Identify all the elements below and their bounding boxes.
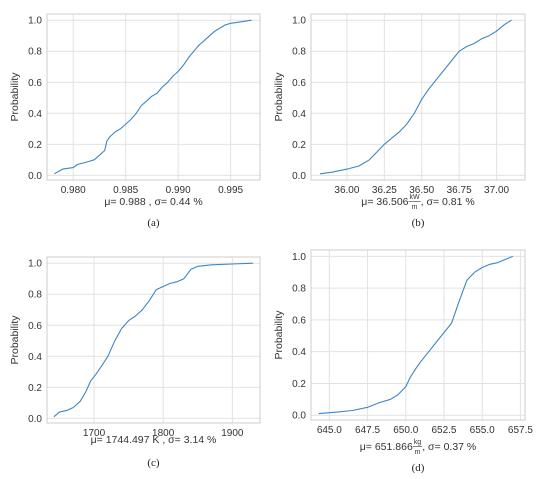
plot-frame <box>46 256 261 424</box>
stat-text-post: , σ= 0.81 % <box>421 196 475 208</box>
cdf-series-line <box>53 262 254 418</box>
y-tick-label: 0.2 <box>292 379 306 390</box>
unit-denominator: m <box>412 204 418 211</box>
chart-panel: 0.0 0.2 0.4 0.6 0.8 1.0 645.0 647.5 650.0 652.5 65… <box>273 249 533 474</box>
x-tick-label: 0.995 <box>218 185 243 196</box>
stat-label: μ= 36.506 kW m , σ= 0.81 % <box>361 194 474 211</box>
y-tick-label: 0.2 <box>292 140 306 151</box>
stat-label: μ= 651.866 kg m , σ= 0.37 % <box>360 439 477 456</box>
y-tick-label: 1.0 <box>28 16 42 27</box>
y-tick-label: 1.0 <box>292 16 306 27</box>
chart-panel: 0.0 0.2 0.4 0.6 0.8 1.0 36.00 36.25 36.50 36.75 37… <box>273 13 526 229</box>
y-tick-label: 0.4 <box>28 109 42 120</box>
x-tick-label: 0.985 <box>113 185 138 196</box>
panel-label: (b) <box>412 217 425 229</box>
unit-numerator: kW <box>410 194 421 201</box>
y-tick-label: 0.6 <box>292 78 306 89</box>
y-tick-label: 0.2 <box>28 140 42 151</box>
y-axis-label: Probability <box>9 72 21 122</box>
x-tick-label: 652.5 <box>431 425 456 436</box>
stat-text-pre: μ= 651.866 <box>360 441 413 453</box>
stat-text: μ= 0.988 , σ= 0.44 % <box>104 196 202 208</box>
y-tick-label: 0.8 <box>28 290 42 301</box>
y-tick-label: 0.8 <box>292 284 306 295</box>
y-axis-label: Probability <box>9 315 21 365</box>
x-tick-label: 36.75 <box>447 185 472 196</box>
unit-denominator: m <box>415 449 421 456</box>
x-tick-label: 36.25 <box>372 185 397 196</box>
y-tick-label: 0.8 <box>292 47 306 58</box>
panel-label: (a) <box>147 217 160 229</box>
plot-frame <box>46 13 261 181</box>
x-tick-label: 1800 <box>152 428 175 439</box>
y-tick-label: 0.8 <box>28 47 42 58</box>
plot-frame <box>310 249 526 421</box>
unit-numerator: kg <box>414 439 422 446</box>
stat-label: μ= 0.988 , σ= 0.44 % <box>104 196 202 208</box>
x-tick-label: 36.50 <box>409 185 434 196</box>
x-tick-label: 657.5 <box>508 425 533 436</box>
cdf-series-line <box>319 19 512 175</box>
x-tick-label: 645.0 <box>317 425 342 436</box>
x-tick-label: 0.990 <box>166 185 191 196</box>
stat-text-pre: μ= 36.506 <box>361 196 408 208</box>
x-tick-label: 650.0 <box>393 425 418 436</box>
chart-panel: 0.0 0.2 0.4 0.6 0.8 1.0 1700 1800 1900 Probabilit… <box>9 256 261 469</box>
y-axis-label: Probability <box>273 72 285 122</box>
cdf-series-line <box>318 255 514 415</box>
panel-label: (c) <box>147 457 160 469</box>
y-tick-label: 0.2 <box>28 383 42 394</box>
x-tick-label: 0.980 <box>61 185 86 196</box>
panel-label: (d) <box>412 462 425 474</box>
y-tick-label: 0.0 <box>28 171 42 182</box>
stat-text-post: , σ= 0.37 % <box>422 441 476 453</box>
x-tick-label: 655.0 <box>470 425 495 436</box>
y-axis-label: Probability <box>273 310 285 360</box>
y-tick-label: 0.4 <box>292 347 306 358</box>
y-tick-label: 0.0 <box>28 414 42 425</box>
y-tick-label: 0.4 <box>292 109 306 120</box>
y-tick-label: 0.6 <box>28 78 42 89</box>
chart-panel: 0.0 0.2 0.4 0.6 0.8 1.0 0.980 0.985 0.990 0.995 Pr… <box>9 13 261 229</box>
x-tick-label: 37.00 <box>484 185 509 196</box>
x-tick-label: 647.5 <box>355 425 380 436</box>
y-tick-label: 0.0 <box>292 171 306 182</box>
y-tick-label: 0.6 <box>292 315 306 326</box>
stat-text: μ= 1744.497 K , σ= 3.14 % <box>91 434 217 446</box>
y-tick-label: 0.6 <box>28 321 42 332</box>
y-tick-label: 0.0 <box>292 411 306 422</box>
x-tick-label: 36.00 <box>334 185 359 196</box>
y-tick-label: 0.4 <box>28 352 42 363</box>
stat-label: μ= 1744.497 K , σ= 3.14 % <box>91 434 217 446</box>
x-tick-label: 1700 <box>83 428 106 439</box>
y-tick-label: 1.0 <box>28 259 42 270</box>
plot-frame <box>310 13 526 181</box>
x-tick-label: 1900 <box>221 428 244 439</box>
cdf-series-line <box>54 19 252 175</box>
y-tick-label: 1.0 <box>292 252 306 263</box>
